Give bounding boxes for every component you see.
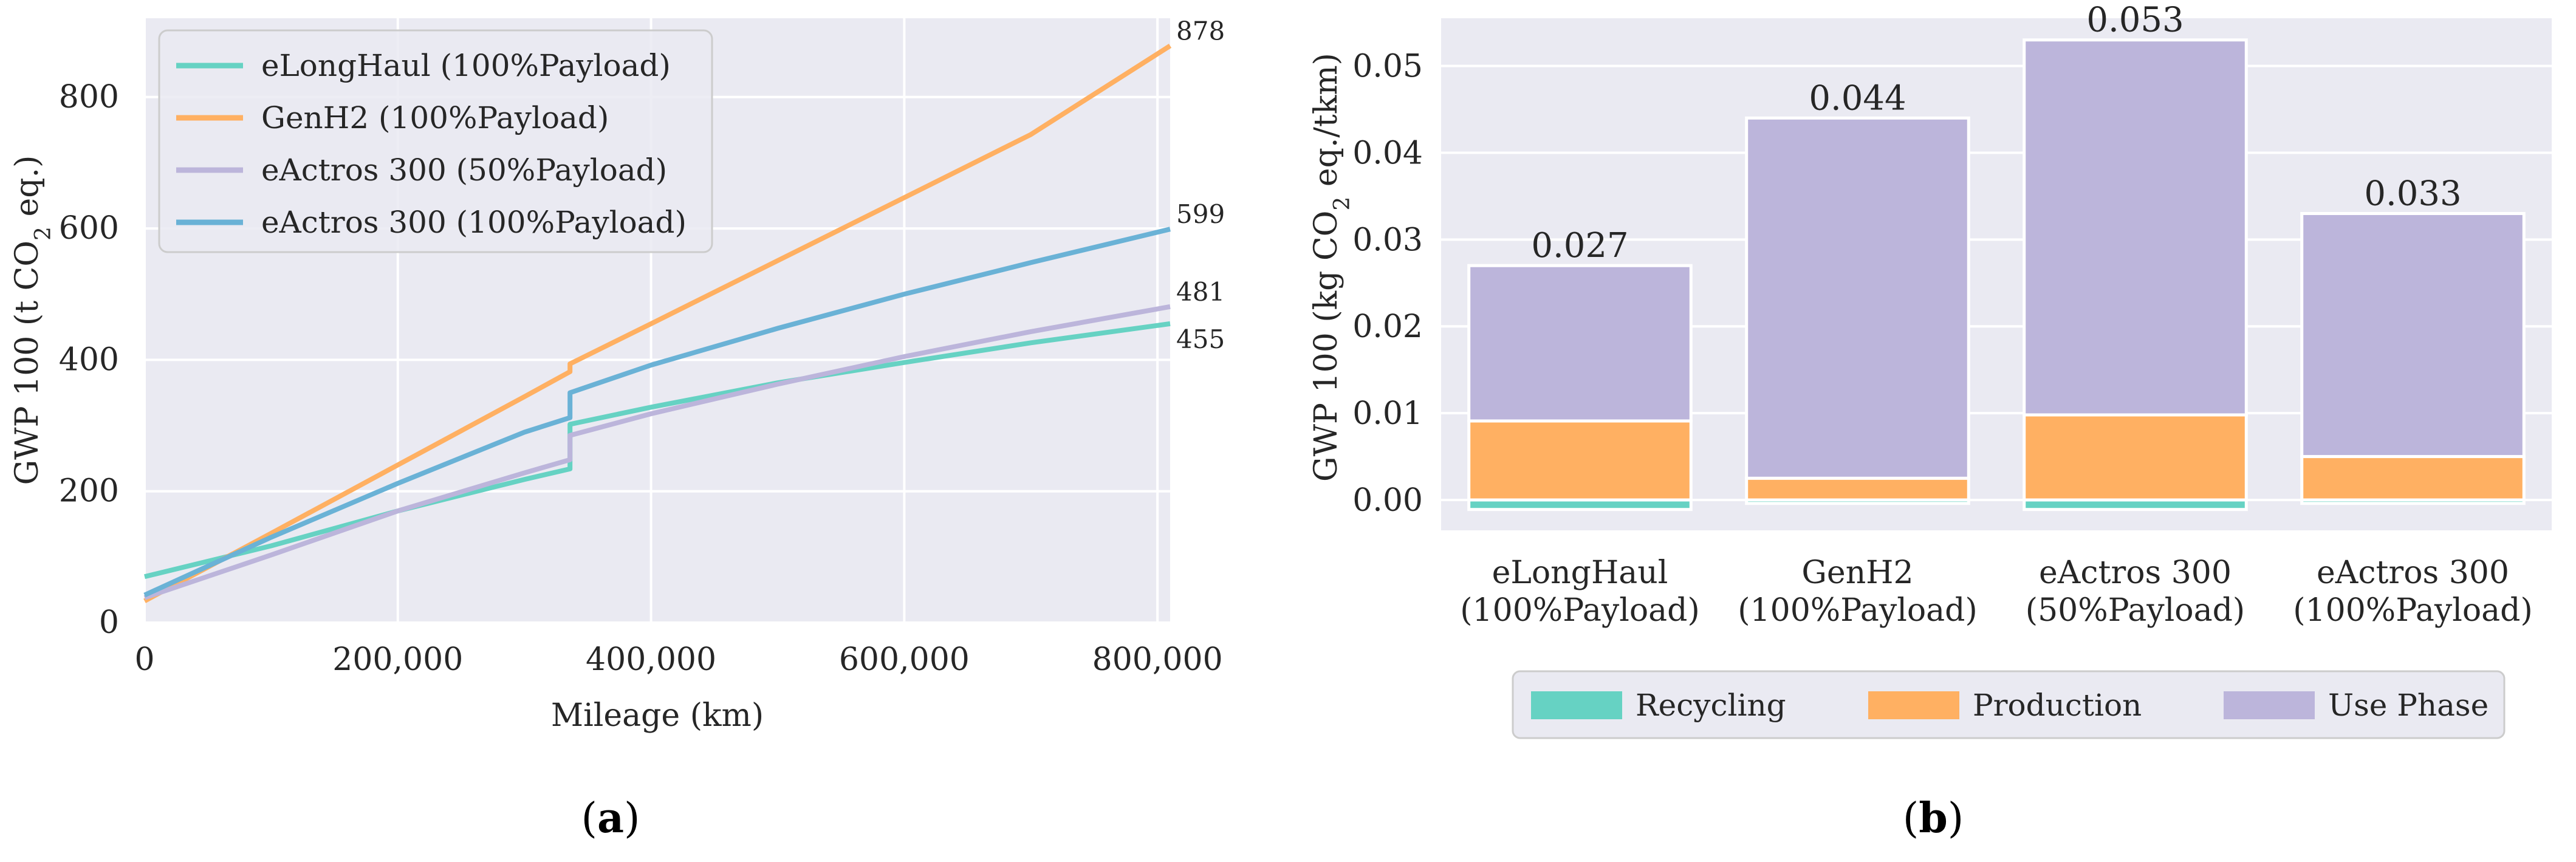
bar-y-tick-label: 0.03 [1352, 222, 1423, 258]
line-legend: eLongHaul (100%Payload) GenH2 (100%Payloa… [158, 29, 713, 253]
series-line-1 [143, 44, 1172, 603]
bar-segment-production [2023, 413, 2248, 502]
bar-category-label: (100%Payload) [2293, 592, 2533, 629]
bar-y-tick-label: 0.05 [1352, 49, 1423, 85]
line-y-tick-label: 200 [59, 473, 119, 510]
bar-total-label: 0.027 [1531, 226, 1628, 265]
bar-legend-swatch-0 [1531, 691, 1622, 719]
panel-label-b: (b) [1903, 794, 1964, 843]
legend-label-3: eActros 300 (100%Payload) [261, 205, 687, 240]
bar-segment-production [2300, 455, 2526, 502]
line-y-tick-label: 400 [59, 341, 119, 378]
bar-y-tick-label: 0.02 [1352, 309, 1423, 345]
bar-chart-panel: 0.00 0.01 0.02 0.03 0.04 0.05 0.027 0.044 0.053… [1308, 1, 2552, 739]
bar-legend-label-0: Recycling [1636, 688, 1786, 723]
series-end-label-0: 455 [1176, 324, 1225, 354]
line-x-tick-label: 0 [134, 641, 154, 678]
bar-legend: Recycling Production Use Phase [1512, 670, 2506, 739]
legend-label-2: eActros 300 (50%Payload) [261, 152, 667, 188]
legend-label-1: GenH2 (100%Payload) [261, 100, 609, 135]
series-end-label-3: 599 [1176, 199, 1225, 229]
bar-y-axis-label: GWP 100 (kg CO2 eq./tkm) [1308, 53, 1355, 482]
bar-y-tick-label: 0.01 [1352, 395, 1423, 432]
bar-segment-use-phase [2300, 211, 2526, 459]
legend-label-0: eLongHaul (100%Payload) [261, 48, 671, 83]
line-y-axis-label: GWP 100 (t CO2 eq.) [9, 156, 56, 485]
panel-label-a: (a) [581, 794, 640, 843]
line-y-tick-label: 600 [59, 210, 119, 247]
bar-category-label: (100%Payload) [1460, 592, 1700, 629]
line-y-tick-label: 800 [59, 79, 119, 115]
bar-segment-use-phase [2023, 38, 2248, 417]
series-line-2 [143, 304, 1171, 600]
bar-segment-production [1745, 476, 1970, 502]
bar-category-label: eLongHaul [1492, 555, 1668, 591]
bar-category-label: eActros 300 [2039, 555, 2232, 591]
series-end-label-1: 878 [1176, 16, 1225, 46]
bar-legend-label-2: Use Phase [2328, 688, 2489, 723]
bar-y-tick-label: 0.00 [1352, 482, 1423, 519]
bar-legend-swatch-2 [2224, 691, 2315, 719]
bar-total-label: 0.044 [1809, 78, 1906, 118]
bar-legend-label-1: Production [1973, 688, 2142, 723]
series-line-3 [143, 227, 1171, 598]
bar-y-tick-label: 0.04 [1352, 135, 1423, 171]
series-end-label-2: 481 [1176, 277, 1225, 307]
bar-legend-swatch-1 [1868, 691, 1959, 719]
bar-category-label: (100%Payload) [1738, 592, 1978, 629]
bar-category-label: (50%Payload) [2026, 592, 2245, 629]
series-line-0 [144, 321, 1171, 580]
line-chart-panel: 0 200,000 400,000 600,000 800,000 0 200 400 600 8… [9, 16, 1225, 734]
bar-segment-use-phase [1467, 264, 1693, 423]
line-x-tick-label: 400,000 [586, 641, 716, 678]
line-y-tick-label: 0 [99, 604, 119, 641]
bar-category-label: GenH2 [1801, 555, 1913, 591]
bar-segment-production [1467, 419, 1693, 502]
bar-total-label: 0.053 [2086, 1, 2184, 40]
bar-category-label: eActros 300 [2317, 555, 2509, 591]
bar-total-label: 0.033 [2364, 174, 2461, 213]
line-x-tick-label: 800,000 [1092, 641, 1223, 678]
line-x-tick-label: 200,000 [332, 641, 463, 678]
line-x-axis-label: Mileage (km) [551, 697, 764, 734]
bar-segment-use-phase [1745, 116, 1970, 480]
line-x-tick-label: 600,000 [839, 641, 970, 678]
